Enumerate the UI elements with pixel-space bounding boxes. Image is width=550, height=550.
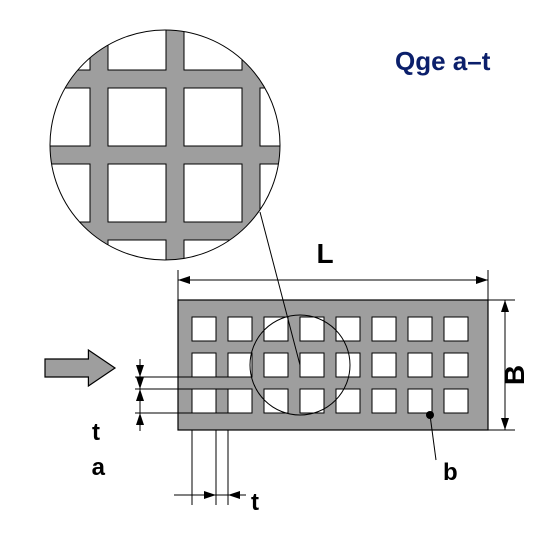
plate-hole (408, 389, 432, 413)
plate-hole (408, 317, 432, 341)
plate-hole (336, 353, 360, 377)
plate-hole (300, 317, 324, 341)
diagram-title: Qge a–t (395, 46, 491, 76)
plate-hole (300, 389, 324, 413)
label-t_left: t (92, 419, 100, 446)
plate-hole (444, 389, 468, 413)
plate-hole (300, 353, 324, 377)
plate-hole (372, 353, 396, 377)
plate-hole (408, 353, 432, 377)
label-L: L (316, 238, 333, 269)
label-t_bottom: t (251, 489, 259, 516)
label-a: a (92, 454, 106, 481)
plate-hole (192, 389, 216, 413)
plate-hole (228, 317, 252, 341)
plate-hole (444, 317, 468, 341)
label-b: b (443, 459, 458, 486)
label-B: B (499, 365, 530, 385)
plate-hole (336, 317, 360, 341)
magnifier-detail (32, 12, 318, 298)
plate-hole (228, 389, 252, 413)
plate-hole (192, 317, 216, 341)
plate-hole (228, 353, 252, 377)
plate-hole (372, 389, 396, 413)
plate-hole (444, 353, 468, 377)
plate-hole (192, 353, 216, 377)
plate-hole (336, 389, 360, 413)
plate-hole (264, 353, 288, 377)
plate-hole (372, 317, 396, 341)
perforated-plate (178, 300, 488, 430)
flow-arrow-icon (45, 350, 115, 386)
